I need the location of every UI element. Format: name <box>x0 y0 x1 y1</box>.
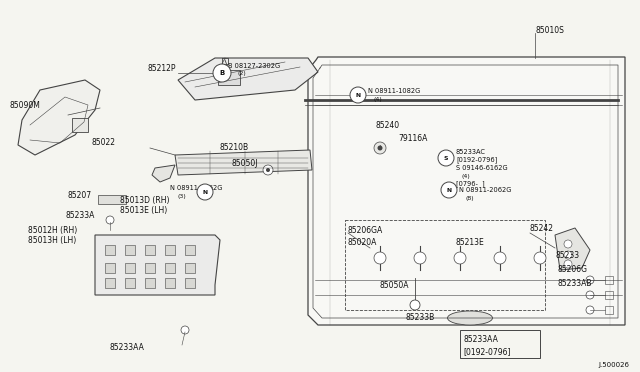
Circle shape <box>586 306 594 314</box>
FancyBboxPatch shape <box>145 278 155 288</box>
Text: N 08911-1082G: N 08911-1082G <box>368 88 420 94</box>
Text: 85022: 85022 <box>92 138 116 147</box>
Text: N 08911-2062G: N 08911-2062G <box>170 185 222 191</box>
Text: S: S <box>444 155 448 160</box>
Polygon shape <box>72 118 88 132</box>
Text: (2): (2) <box>238 71 247 76</box>
Ellipse shape <box>447 311 493 325</box>
Text: 85212P: 85212P <box>148 64 177 73</box>
Circle shape <box>586 291 594 299</box>
Circle shape <box>106 216 114 224</box>
Text: N: N <box>447 187 452 192</box>
Text: 85242: 85242 <box>530 224 554 232</box>
Text: 85090M: 85090M <box>10 100 41 109</box>
Circle shape <box>266 168 270 172</box>
Text: N 08911-2062G: N 08911-2062G <box>459 187 511 193</box>
Text: S 09146-6162G: S 09146-6162G <box>456 165 508 171</box>
Text: 85233B: 85233B <box>405 314 435 323</box>
Polygon shape <box>308 57 625 325</box>
Text: 85233A: 85233A <box>65 211 94 219</box>
Circle shape <box>181 326 189 334</box>
Text: J.500026: J.500026 <box>598 362 629 368</box>
Circle shape <box>564 260 572 268</box>
Text: (8): (8) <box>465 196 474 201</box>
Circle shape <box>213 64 231 82</box>
Text: 85013H (LH): 85013H (LH) <box>28 235 76 244</box>
Circle shape <box>378 145 383 151</box>
Circle shape <box>374 252 386 264</box>
Circle shape <box>413 303 417 307</box>
Circle shape <box>414 252 426 264</box>
FancyBboxPatch shape <box>185 263 195 273</box>
Circle shape <box>454 252 466 264</box>
FancyBboxPatch shape <box>105 263 115 273</box>
Polygon shape <box>178 58 318 100</box>
Polygon shape <box>218 70 240 85</box>
Text: 85233AA: 85233AA <box>110 343 145 353</box>
Circle shape <box>263 165 273 175</box>
Circle shape <box>441 182 457 198</box>
FancyBboxPatch shape <box>165 245 175 255</box>
Polygon shape <box>152 165 175 182</box>
Text: (4): (4) <box>374 96 383 102</box>
FancyBboxPatch shape <box>105 245 115 255</box>
Text: 85210B: 85210B <box>220 142 249 151</box>
Text: [0192-0796]: [0192-0796] <box>463 347 511 356</box>
Text: 85240: 85240 <box>375 121 399 129</box>
Circle shape <box>564 251 572 259</box>
FancyBboxPatch shape <box>98 195 126 204</box>
FancyBboxPatch shape <box>165 278 175 288</box>
Circle shape <box>197 184 213 200</box>
Text: 85213E: 85213E <box>455 237 484 247</box>
FancyBboxPatch shape <box>125 245 135 255</box>
FancyBboxPatch shape <box>125 278 135 288</box>
FancyBboxPatch shape <box>165 263 175 273</box>
Circle shape <box>534 252 546 264</box>
FancyBboxPatch shape <box>185 278 195 288</box>
Text: 85050J: 85050J <box>232 158 259 167</box>
FancyBboxPatch shape <box>185 245 195 255</box>
Circle shape <box>374 142 386 154</box>
Text: 85207: 85207 <box>68 190 92 199</box>
Circle shape <box>586 276 594 284</box>
Text: 85012H (RH): 85012H (RH) <box>28 225 77 234</box>
Text: 85013E (LH): 85013E (LH) <box>120 205 167 215</box>
FancyBboxPatch shape <box>125 263 135 273</box>
Text: 85013D (RH): 85013D (RH) <box>120 196 170 205</box>
Text: [0192-0796]: [0192-0796] <box>456 157 497 163</box>
Text: N: N <box>355 93 360 97</box>
Circle shape <box>494 252 506 264</box>
Text: 85206G: 85206G <box>558 266 588 275</box>
Text: 85233AB: 85233AB <box>558 279 593 289</box>
Text: 85233AA: 85233AA <box>463 336 498 344</box>
Text: [0796-  ]: [0796- ] <box>456 181 484 187</box>
Circle shape <box>350 87 366 103</box>
Polygon shape <box>18 80 100 155</box>
Text: (4): (4) <box>462 173 471 179</box>
Polygon shape <box>175 150 312 175</box>
Text: N: N <box>202 189 207 195</box>
Text: 85010S: 85010S <box>535 26 564 35</box>
Circle shape <box>564 240 572 248</box>
Text: 85206GA: 85206GA <box>348 225 383 234</box>
Text: B 08127-2302G: B 08127-2302G <box>228 63 280 69</box>
Text: 79116A: 79116A <box>398 134 428 142</box>
FancyBboxPatch shape <box>105 278 115 288</box>
Circle shape <box>438 150 454 166</box>
Polygon shape <box>555 228 590 270</box>
Circle shape <box>410 300 420 310</box>
Text: 85233AC: 85233AC <box>456 149 486 155</box>
FancyBboxPatch shape <box>145 263 155 273</box>
Text: 85050A: 85050A <box>380 280 410 289</box>
Polygon shape <box>95 235 220 295</box>
Text: 85233: 85233 <box>556 251 580 260</box>
Text: 85020A: 85020A <box>348 237 378 247</box>
Text: (3): (3) <box>178 193 187 199</box>
Text: B: B <box>220 70 225 76</box>
FancyBboxPatch shape <box>145 245 155 255</box>
